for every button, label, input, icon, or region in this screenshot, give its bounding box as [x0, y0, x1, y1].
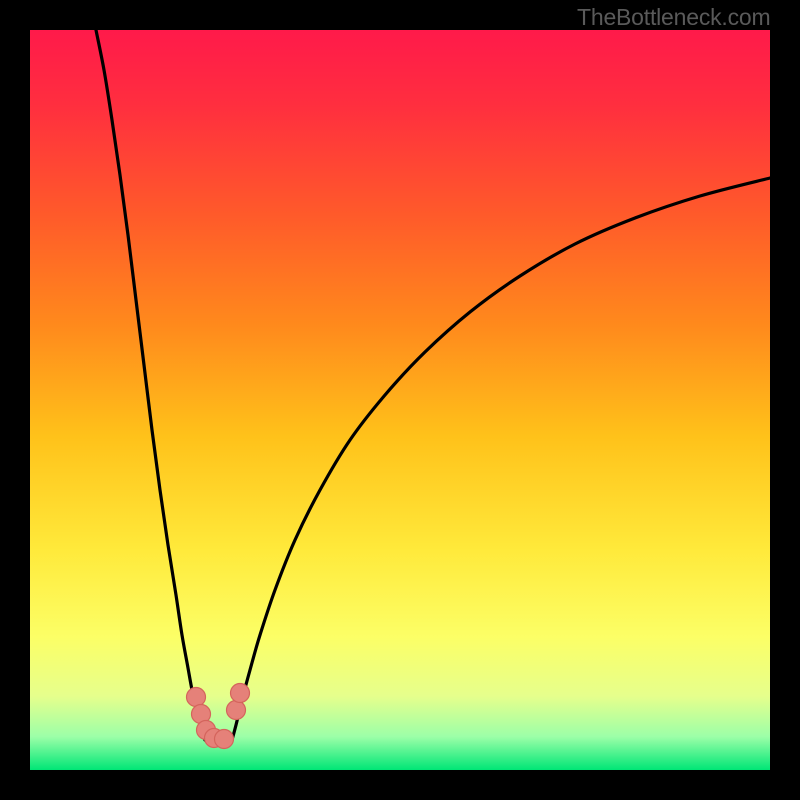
- marker-right-1: [231, 684, 250, 703]
- marker-left-0: [187, 688, 206, 707]
- marker-left-4: [215, 730, 234, 749]
- watermark-text: TheBottleneck.com: [577, 4, 770, 31]
- marker-right-0: [227, 701, 246, 720]
- curve-right: [232, 178, 770, 740]
- chart-overlay: [0, 0, 800, 800]
- curve-left: [96, 30, 205, 740]
